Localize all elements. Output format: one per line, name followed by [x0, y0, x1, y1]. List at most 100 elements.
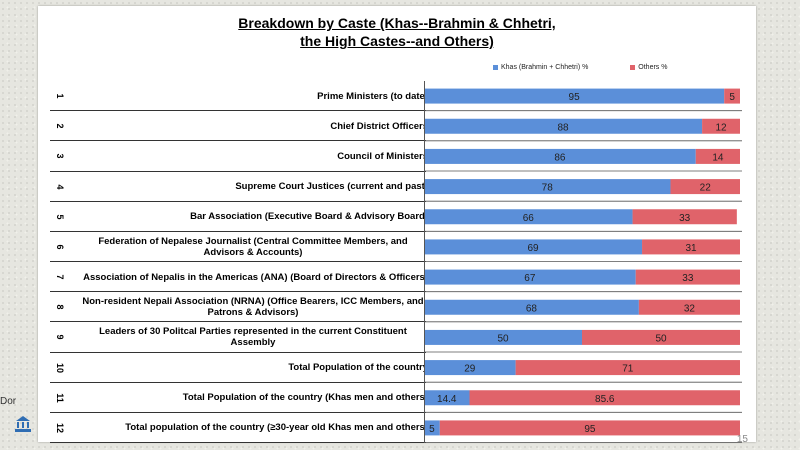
- row-divider: [50, 411, 426, 413]
- category-label-text: Chief District Officers: [330, 120, 428, 132]
- row-number: 5: [55, 214, 65, 220]
- bar-chart: 95 5 88 12 86 14 78 22 66 33 69 31 67 33 68 32 50 50 29 71 1…: [424, 81, 742, 443]
- row-number: 9: [55, 334, 65, 340]
- row-number: 8: [55, 304, 65, 310]
- row-number: 1: [55, 93, 65, 99]
- data-label: 95: [584, 424, 596, 435]
- category-label: Federation of Nepalese Journalist (Centr…: [78, 232, 428, 262]
- data-label: 32: [684, 303, 696, 314]
- category-label-text: Total Population of the country (Khas me…: [182, 392, 428, 404]
- bar-khas: [424, 118, 703, 134]
- data-label: 29: [464, 364, 476, 375]
- row-divider: [50, 110, 426, 112]
- row-number: 7: [55, 274, 65, 280]
- bar-others: [632, 209, 737, 225]
- row-number: 2: [55, 123, 65, 129]
- bar-others: [695, 148, 740, 164]
- data-label: 68: [526, 303, 538, 314]
- category-label: Association of Nepalis in the Americas (…: [78, 262, 428, 292]
- data-label: 31: [685, 243, 697, 254]
- category-label: Total population of the country (≥30-yea…: [78, 413, 428, 443]
- bar-khas: [424, 329, 582, 345]
- bar-others: [469, 390, 740, 406]
- bar-khas: [424, 269, 636, 285]
- bar-khas: [424, 209, 633, 225]
- row-divider: [50, 170, 426, 172]
- category-label-text: Total population of the country (≥30-yea…: [125, 422, 428, 434]
- slide: Breakdown by Caste (Khas--Brahmin & Chhe…: [38, 6, 756, 445]
- legend-label-others: Others %: [638, 64, 668, 71]
- row-divider: [50, 261, 426, 262]
- page-number: 15: [736, 434, 748, 445]
- bar-others: [702, 118, 740, 134]
- bar-khas: [424, 299, 639, 315]
- row-divider: [50, 200, 426, 202]
- bar-others: [724, 88, 740, 104]
- bar-khas: [424, 390, 470, 406]
- data-label: 50: [655, 333, 667, 344]
- data-label: 22: [700, 183, 712, 194]
- bar-khas: [424, 148, 696, 164]
- bar-khas: [424, 88, 725, 104]
- bar-others: [439, 420, 740, 436]
- category-label: Bar Association (Executive Board & Advis…: [78, 202, 428, 232]
- category-label: Council of Ministers: [78, 141, 428, 171]
- data-label: 33: [682, 273, 694, 284]
- bar-others: [582, 329, 740, 345]
- category-label: Total Population of the country: [78, 353, 428, 383]
- bar-khas: [424, 420, 440, 436]
- category-label: Total Population of the country (Khas me…: [78, 383, 428, 413]
- category-label-text: Non-resident Nepali Association (NRNA) (…: [82, 296, 424, 319]
- data-label: 78: [542, 183, 554, 194]
- bar-khas: [424, 360, 516, 376]
- legend-swatch-others: [630, 64, 636, 70]
- category-label-text: Council of Ministers: [337, 150, 428, 162]
- data-label: 88: [557, 122, 569, 133]
- category-label-text: Federation of Nepalese Journalist (Centr…: [98, 235, 408, 258]
- data-label: 71: [622, 364, 634, 375]
- logo-icon: [14, 415, 32, 433]
- chart-legend: Khas (Brahmin + Chhetri) % Others %: [493, 64, 707, 71]
- category-label-text: Leaders of 30 Politcal Parties represent…: [99, 326, 407, 349]
- row-divider: [50, 140, 426, 142]
- bar-others: [642, 239, 740, 255]
- data-label: 95: [569, 92, 581, 103]
- row-divider: [50, 230, 426, 232]
- bar-khas: [424, 239, 643, 255]
- category-label: Supreme Court Justices (current and past…: [78, 172, 428, 202]
- category-label: Leaders of 30 Politcal Parties represent…: [78, 322, 428, 352]
- data-label: 67: [524, 273, 536, 284]
- data-label: 69: [527, 243, 539, 254]
- legend-label-khas: Khas (Brahmin + Chhetri) %: [501, 64, 589, 71]
- category-label-text: Bar Association (Executive Board & Advis…: [190, 211, 428, 223]
- data-label: 5: [429, 424, 435, 435]
- bar-others: [638, 299, 740, 315]
- data-label: 14.4: [437, 394, 457, 405]
- category-label: Prime Ministers (to date): [78, 81, 428, 111]
- legend-item-others: Others %: [630, 64, 667, 71]
- category-label-text: Total Population of the country: [288, 362, 428, 374]
- category-label-text: Supreme Court Justices (current and past…: [235, 181, 428, 193]
- bar-others: [515, 360, 740, 376]
- category-label-text: Prime Ministers (to date): [317, 90, 428, 102]
- data-label: 33: [679, 213, 691, 224]
- bar-others: [635, 269, 740, 285]
- category-table: 1 Prime Ministers (to date) 2 Chief Distric…: [50, 81, 428, 443]
- chart-title: Breakdown by Caste (Khas--Brahmin & Chhe…: [38, 14, 756, 50]
- data-label: 12: [715, 122, 727, 133]
- row-divider: [50, 321, 426, 323]
- data-label: 50: [497, 333, 509, 344]
- bar-others: [670, 179, 740, 195]
- category-label-text: Association of Nepalis in the Americas (…: [83, 271, 428, 283]
- side-text: Dor: [0, 396, 17, 407]
- row-number: 3: [55, 153, 65, 159]
- chart-title-line-2: the High Castes--and Others): [300, 33, 494, 49]
- chart-title-line-1: Breakdown by Caste (Khas--Brahmin & Chhe…: [238, 15, 556, 31]
- row-divider: [50, 442, 426, 443]
- legend-item-khas: Khas (Brahmin + Chhetri) %: [493, 64, 590, 71]
- row-divider: [50, 381, 426, 383]
- data-label: 5: [729, 92, 735, 103]
- row-divider: [50, 291, 426, 293]
- row-number: 6: [55, 244, 65, 250]
- row-number: 12: [55, 422, 65, 433]
